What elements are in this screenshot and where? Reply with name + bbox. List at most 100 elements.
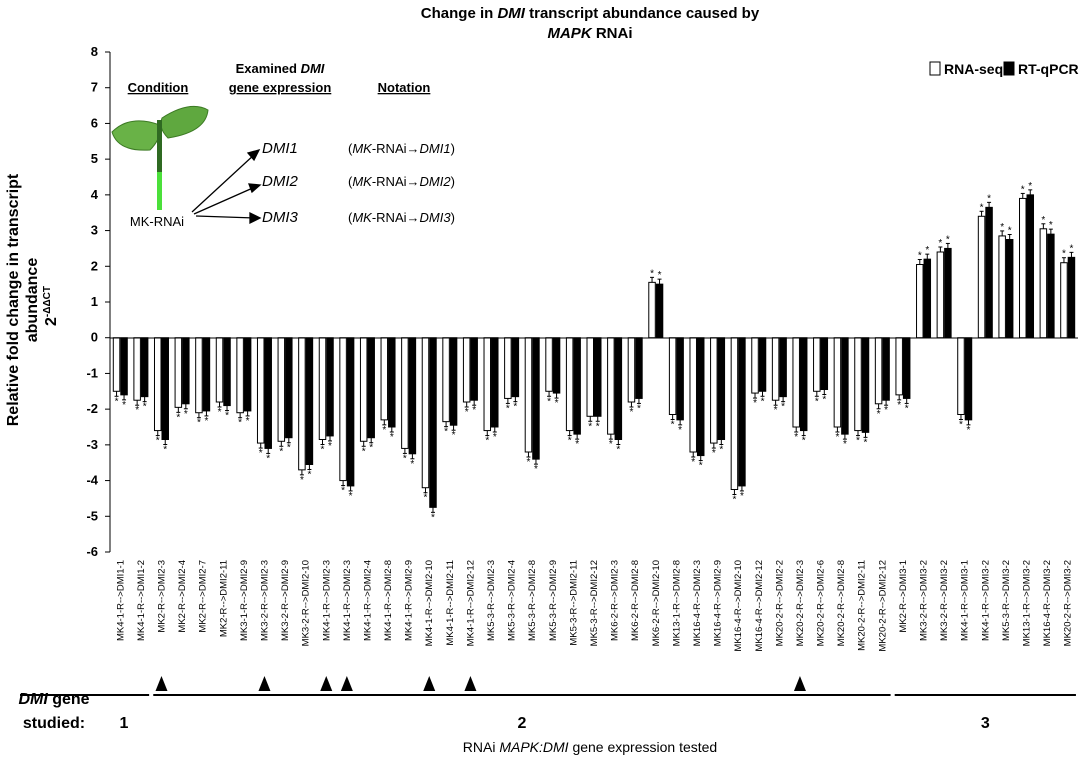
- significance-star: *: [691, 457, 695, 468]
- legend-swatch-rna-seq: [929, 61, 941, 76]
- significance-star: *: [1008, 226, 1012, 237]
- bar-rt-qpcr: [223, 337, 231, 407]
- significance-star: *: [822, 395, 826, 406]
- significance-star: *: [1049, 220, 1053, 231]
- bar-rna-seq: [298, 337, 306, 471]
- y-axis-label: Relative fold change in transcript abund…: [5, 173, 60, 426]
- y-tick-label: 3: [91, 223, 98, 238]
- chart-title-line2: MAPK RNAi: [547, 25, 632, 42]
- bar-rna-seq: [359, 337, 368, 442]
- x-category-label: MK3-2-R-->DMI2-9: [280, 560, 291, 641]
- bar-rna-seq: [668, 337, 677, 416]
- significance-star: *: [671, 420, 675, 431]
- x-category-label: MK4-1-R-->DMI2-3: [342, 560, 353, 641]
- x-category-label: MK6-2-R-->DMI2-10: [651, 560, 662, 646]
- group-label: 1: [120, 715, 129, 732]
- bar-rna-seq: [401, 337, 409, 449]
- significance-star: *: [753, 398, 757, 409]
- bar-rt-qpcr: [1005, 239, 1014, 339]
- group-caption-line1: DMI gene: [18, 691, 89, 708]
- significance-star: *: [637, 403, 641, 414]
- y-label-line1: Relative fold change in transcript: [5, 173, 22, 426]
- x-category-label: MK4-1-R-->DMI2-8: [383, 560, 394, 641]
- x-category-label: MK3-2-R-->DMI3-2: [939, 560, 950, 641]
- bar-rna-seq: [998, 235, 1006, 339]
- significance-star: *: [321, 445, 325, 456]
- significance-star: *: [856, 436, 860, 447]
- bar-rt-qpcr: [1067, 256, 1076, 339]
- significance-star: *: [650, 268, 654, 279]
- y-tick-label: 7: [91, 80, 98, 95]
- bar-rna-seq: [153, 337, 162, 432]
- y-tick-label: 4: [91, 187, 99, 202]
- y-tick-label: -5: [86, 508, 98, 523]
- x-category-label: MK20-2-R-->DMI3-2: [1063, 560, 1074, 646]
- inset-notation-1: (MK-RNAi→DMI1): [348, 141, 455, 156]
- bar-rt-qpcr: [882, 337, 890, 401]
- inset-col-examined-line2: gene expression: [229, 80, 332, 95]
- bar-rna-seq: [710, 337, 718, 444]
- significance-star: *: [781, 402, 785, 413]
- x-category-label: MK4-1-R-->DMI2-12: [465, 560, 476, 646]
- significance-star: *: [465, 407, 469, 418]
- inset-target-dmi1: DMI1: [262, 140, 298, 157]
- bar-rt-qpcr: [120, 337, 128, 396]
- x-axis-label: RNAi MAPK:DMI gene expression tested: [463, 739, 717, 755]
- significance-star: *: [946, 234, 950, 245]
- x-category-label: MK13-1-R-->DMI3-2: [1022, 560, 1033, 646]
- inset-source-label: MK-RNAi: [130, 214, 184, 229]
- inset-target-dmi2: DMI2: [262, 173, 298, 190]
- bar-rt-qpcr: [367, 337, 375, 439]
- x-category-label: MK13-1-R-->DMI2-8: [671, 560, 682, 646]
- significance-star: *: [719, 445, 723, 456]
- bar-rt-qpcr: [346, 337, 355, 487]
- inset-schematic: Condition Examined DMI gene expression N…: [111, 61, 455, 229]
- significance-star: *: [658, 270, 662, 281]
- significance-star: *: [740, 491, 744, 502]
- significance-star: *: [176, 412, 180, 423]
- significance-star: *: [115, 396, 119, 407]
- bar-rna-seq: [277, 337, 286, 442]
- bar-rna-seq: [854, 337, 862, 432]
- y-tick-label: -6: [86, 544, 98, 559]
- bar-rna-seq: [380, 337, 389, 421]
- bar-rna-seq: [133, 337, 141, 401]
- y-label-line3: 2-ΔΔCT: [42, 286, 60, 326]
- bar-rt-qpcr: [202, 337, 211, 412]
- bar-rna-seq: [833, 337, 842, 428]
- significance-star: *: [774, 405, 778, 416]
- significance-star: *: [1062, 249, 1066, 260]
- legend-label-rna-seq: RNA-seq: [944, 61, 1003, 77]
- legend: RNA-seq RT-qPCR: [929, 61, 1079, 77]
- significance-star: *: [596, 421, 600, 432]
- significance-star: *: [135, 405, 139, 416]
- significance-star: *: [390, 432, 394, 443]
- x-category-label: MK16-4-R-->DMI3-2: [1042, 560, 1053, 646]
- bar-rt-qpcr: [841, 337, 849, 435]
- significance-star: *: [802, 436, 806, 447]
- x-category-label: MK3-1-R-->DMI2-9: [239, 560, 250, 641]
- significance-star: *: [629, 407, 633, 418]
- bar-rna-seq: [730, 337, 739, 491]
- inset-target-dmi3: DMI3: [262, 209, 298, 226]
- significance-star: *: [307, 470, 311, 481]
- y-tick-label: -3: [86, 437, 98, 452]
- significance-star: *: [156, 436, 160, 447]
- inset-col-notation: Notation: [378, 80, 431, 95]
- significance-star: *: [259, 448, 263, 459]
- significance-star: *: [362, 446, 366, 457]
- bar-rt-qpcr: [470, 337, 478, 401]
- bar-rna-seq: [771, 337, 780, 401]
- triangle-marker: [340, 676, 353, 691]
- bar-rt-qpcr: [532, 337, 540, 460]
- bar-rna-seq: [442, 337, 450, 423]
- bar-rna-seq: [813, 337, 821, 392]
- x-category-label: MK2-R-->DMI2-11: [218, 560, 229, 637]
- legend-label-rt-qpcr: RT-qPCR: [1018, 61, 1079, 77]
- significance-star: *: [555, 398, 559, 409]
- x-category-label: MK5-3-R-->DMI2-4: [507, 560, 518, 641]
- significance-star: *: [1000, 222, 1004, 233]
- x-category-label: MK5-3-R-->DMI2-8: [527, 560, 538, 641]
- bar-rna-seq: [792, 337, 800, 428]
- significance-star: *: [410, 459, 414, 470]
